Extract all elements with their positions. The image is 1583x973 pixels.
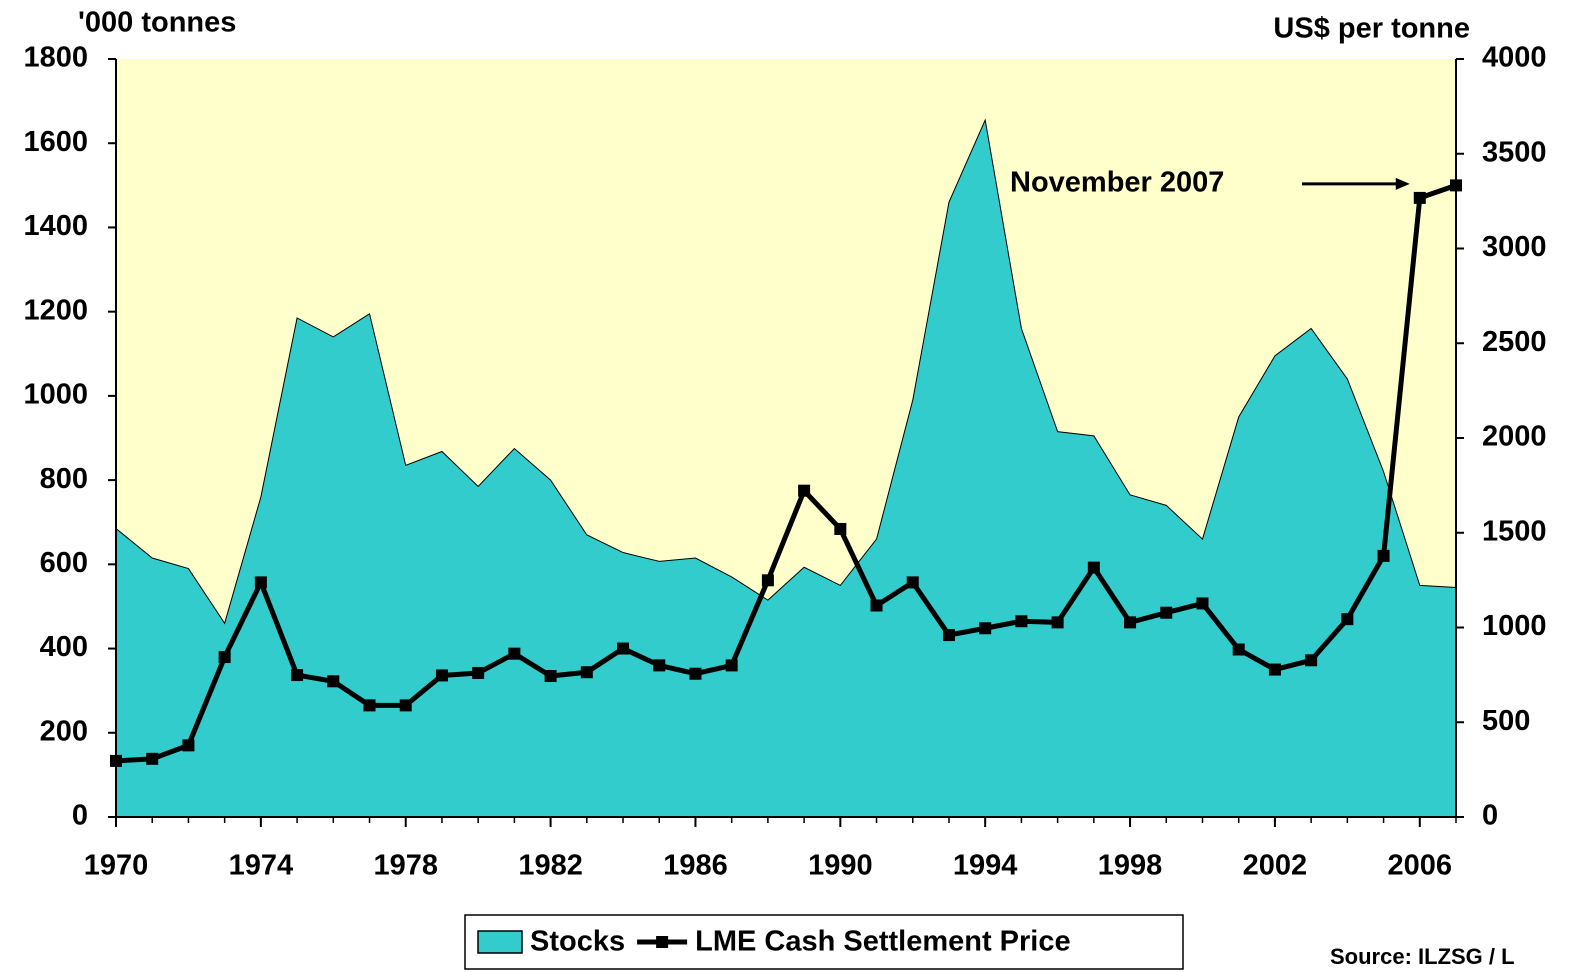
price-marker [942,629,955,642]
y2-tick-label: 3000 [1482,231,1547,263]
legend-label: LME Cash Settlement Price [695,926,1071,958]
price-marker [1413,191,1426,204]
legend-marker [656,936,669,948]
price-marker [798,484,811,497]
y-tick-label: 400 [40,631,88,663]
price-marker [1087,561,1100,574]
price-marker [979,622,992,635]
price-marker [580,666,593,679]
y2-tick-label: 2000 [1482,421,1547,453]
price-marker [182,739,195,752]
price-marker [254,576,267,589]
annotation-arrowhead [1395,177,1410,190]
price-marker [1268,663,1281,676]
y2-tick-label: 1000 [1482,610,1547,642]
x-tick-label: 1990 [808,850,873,882]
price-marker [508,647,521,660]
x-tick-label: 2006 [1388,850,1453,882]
price-marker [906,576,919,589]
source-note: Source: ILZSG / L [1330,944,1515,969]
y-axis-label: '000 tonnes [78,7,236,39]
price-marker [1305,654,1318,667]
y2-tick-label: 4000 [1482,42,1547,74]
price-marker [1160,606,1173,619]
price-marker [1124,616,1137,629]
y-tick-label: 600 [40,547,88,579]
x-tick-label: 1982 [518,850,583,882]
price-marker [1377,549,1390,562]
x-tick-label: 1974 [229,850,294,882]
x-tick-label: 1986 [663,850,728,882]
x-tick-label: 1998 [1098,850,1163,882]
y-tick-label: 0 [72,800,88,832]
y-tick-label: 1200 [23,294,88,326]
price-marker [689,667,702,680]
y-tick-label: 1400 [23,210,88,242]
price-marker [1051,616,1064,629]
y2-tick-label: 3500 [1482,136,1547,168]
x-tick-label: 1978 [373,850,438,882]
price-marker [291,669,304,682]
price-marker [435,669,448,682]
x-tick-label: 2002 [1243,850,1308,882]
y-tick-label: 800 [40,463,88,495]
price-marker [544,670,557,683]
y2-tick-label: 0 [1482,800,1498,832]
price-marker [870,599,883,612]
price-marker [761,574,774,587]
price-marker [653,659,666,672]
price-marker [725,659,738,672]
price-marker [327,675,340,688]
stocks-area [115,118,1457,818]
y-tick-label: 1000 [23,379,88,411]
y-tick-label: 200 [40,715,88,747]
price-marker [1341,613,1354,626]
y-tick-label: 1600 [23,126,88,158]
price-marker [399,699,412,712]
legend-box [464,914,1184,970]
price-marker [1015,615,1028,628]
price-marker [218,651,231,664]
price-marker [834,522,847,535]
y2-tick-label: 500 [1482,705,1530,737]
legend-label: Stocks [530,926,625,958]
y2-axis-label: US$ per tonne [1273,13,1470,45]
x-tick-label: 1970 [84,850,149,882]
price-marker [363,699,376,712]
price-marker [1196,597,1209,610]
legend: Stocks LME Cash Settlement Price [464,914,1184,970]
annotation: November 2007 [1010,167,1224,199]
y2-tick-label: 1500 [1482,515,1547,547]
price-marker [1232,643,1245,656]
y2-tick-label: 2500 [1482,326,1547,358]
price-marker [617,642,630,655]
price-line [115,183,1457,764]
price-marker [472,666,485,679]
price-marker [146,752,159,765]
legend-swatch [477,930,523,954]
x-tick-label: 1994 [953,850,1018,882]
y-tick-label: 1800 [23,42,88,74]
